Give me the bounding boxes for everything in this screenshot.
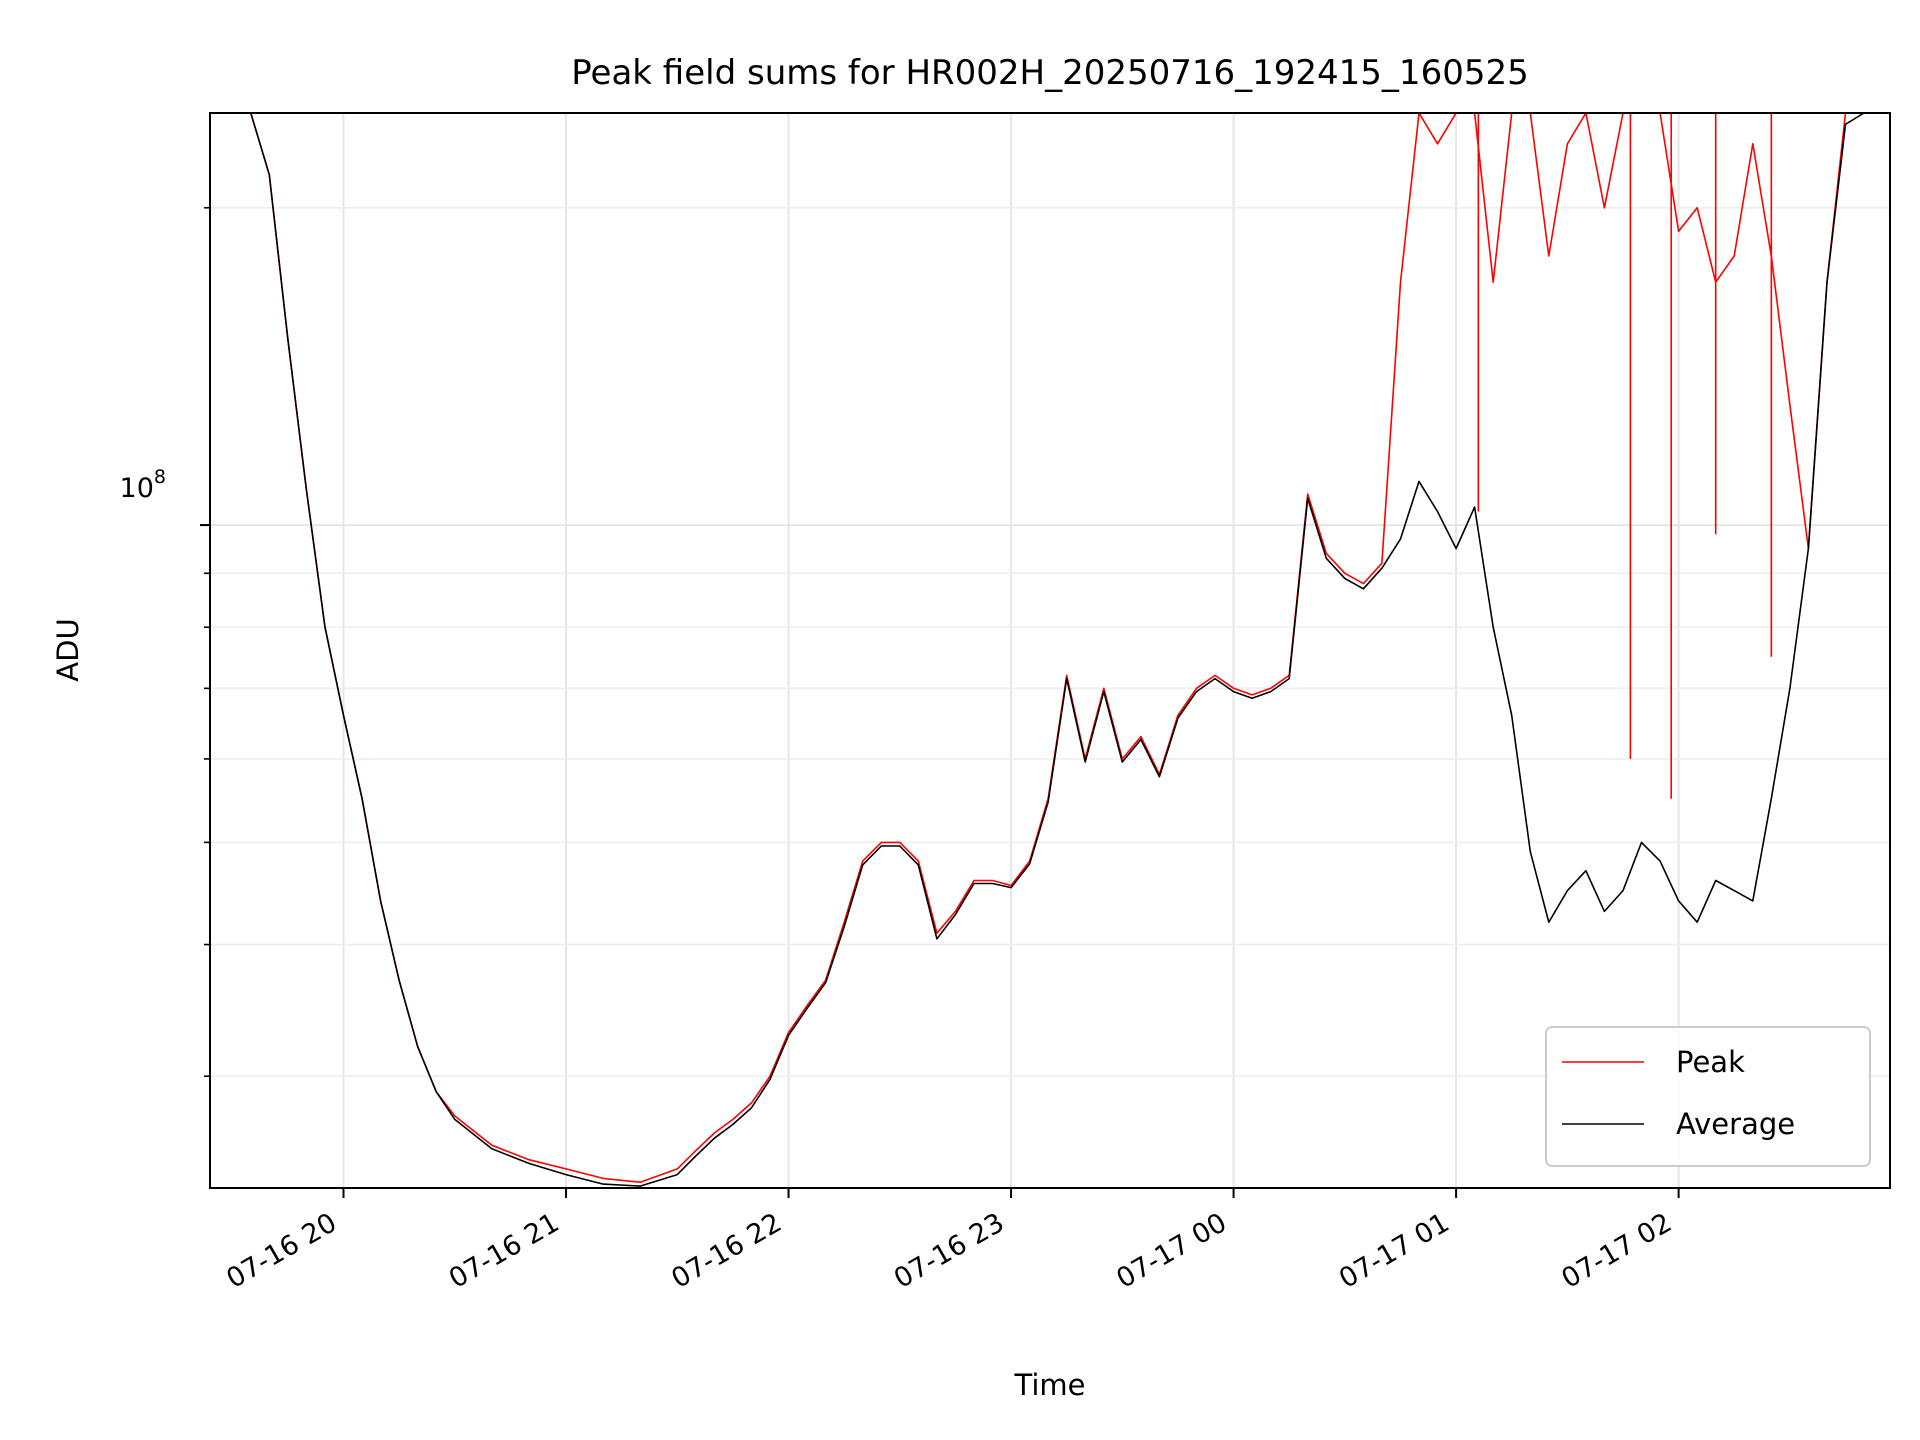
plot-frame [209, 112, 1891, 1189]
legend: Peak Average [1545, 1026, 1871, 1167]
y-tick-base: 10 [120, 473, 154, 504]
chart-title: Peak field sums for HR002H_20250716_1924… [571, 53, 1528, 93]
x-axis-label: Time [1014, 1368, 1086, 1402]
y-tick-label-major: 108 [120, 466, 166, 504]
average-series [210, 112, 1890, 1187]
y-tick-exponent: 8 [154, 466, 166, 488]
grid [210, 113, 1890, 1188]
legend-average-label: Average [1676, 1107, 1795, 1141]
peak-series [210, 112, 1890, 1183]
legend-peak-label: Peak [1676, 1045, 1745, 1079]
y-axis-label: ADU [51, 618, 85, 681]
svg-text:108: 108 [120, 466, 166, 504]
average-line [210, 112, 1890, 1187]
